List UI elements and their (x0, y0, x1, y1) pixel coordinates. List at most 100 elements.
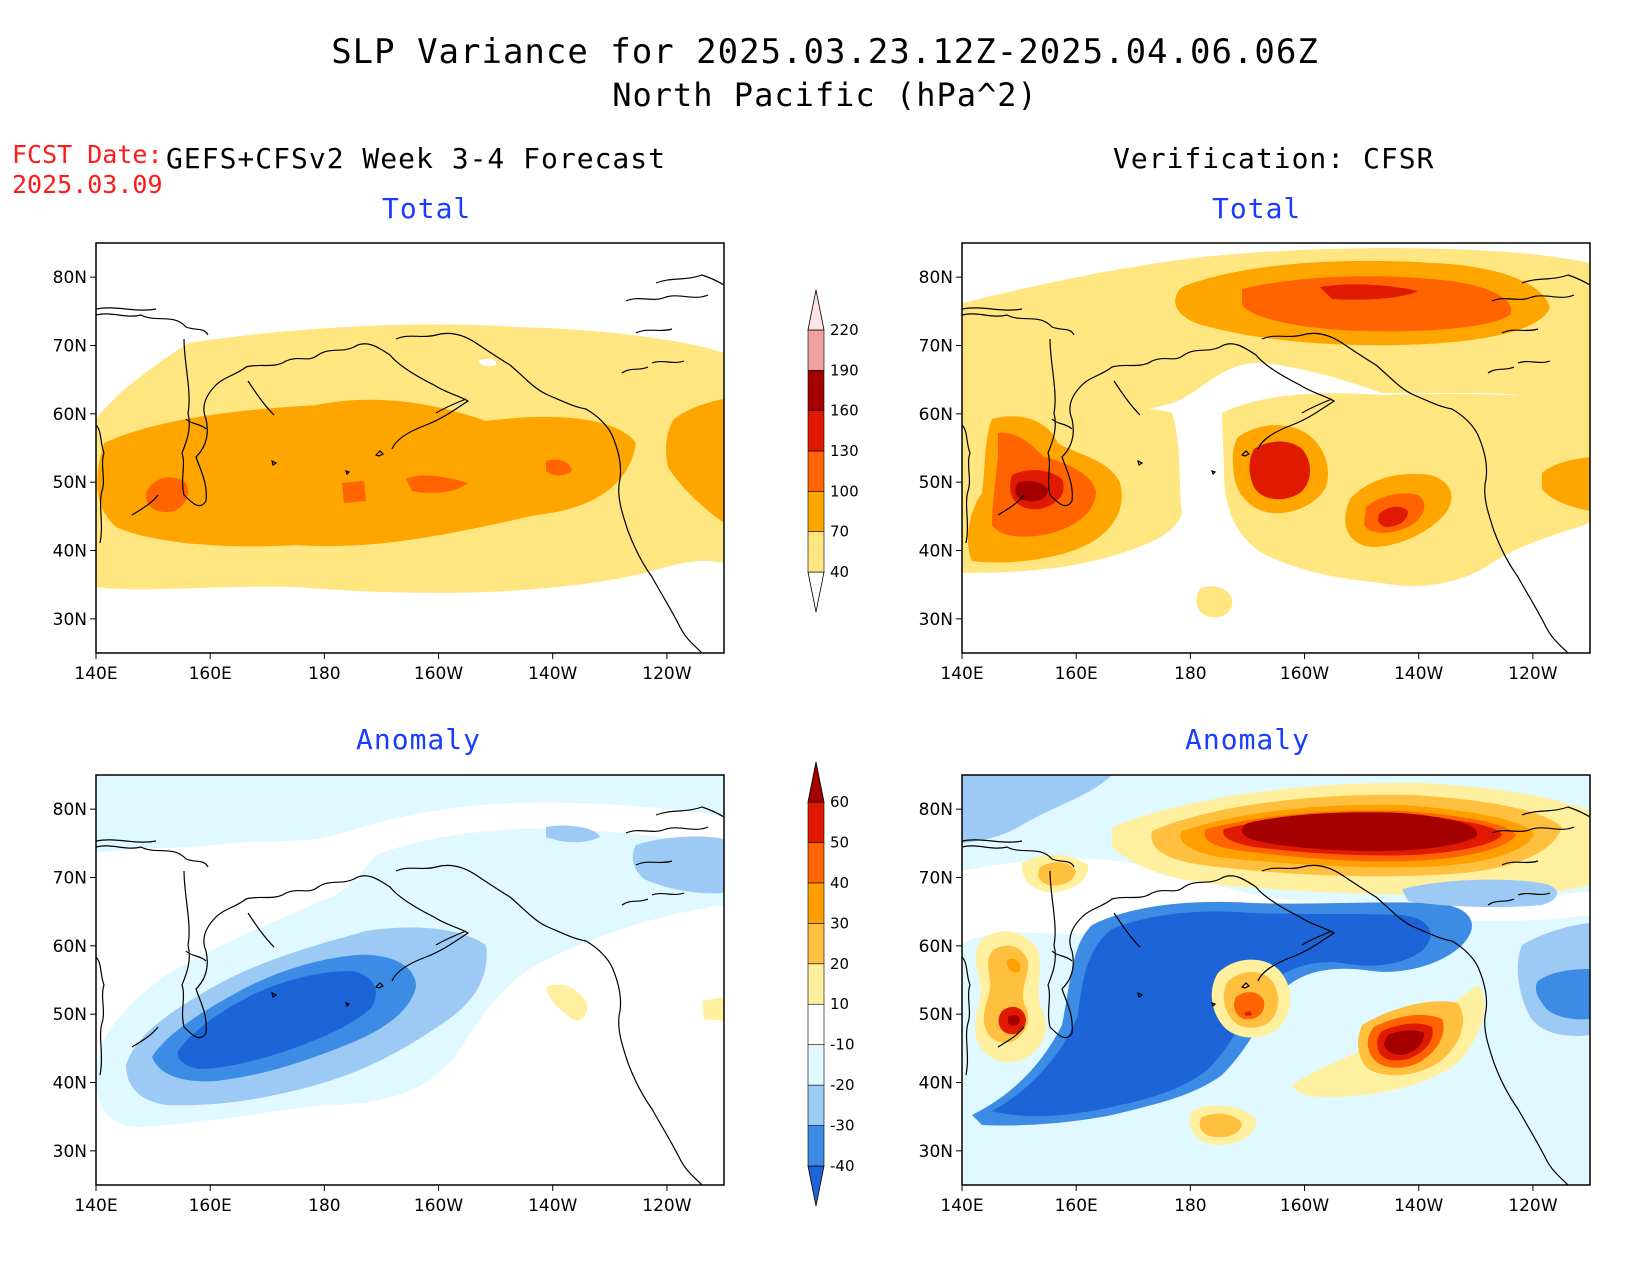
lon-label: 120W (1508, 1196, 1557, 1216)
lon-label: 180 (308, 664, 340, 684)
verif-anom-contours (962, 775, 1590, 1185)
lat-label: 50N (919, 473, 953, 493)
lon-label: 160W (1280, 664, 1329, 684)
lat-label: 80N (53, 800, 87, 820)
lon-label: 140E (74, 664, 117, 684)
lon-label: 140E (940, 664, 983, 684)
colorbar-label: 100 (830, 482, 859, 500)
colorbar-label: 130 (830, 442, 859, 460)
colorbar-label: -20 (830, 1076, 855, 1094)
lat-label: 60N (919, 405, 953, 425)
verification-header: Verification: CFSR (1113, 142, 1435, 175)
colorbar-cap-top (807, 289, 825, 331)
colorbar-label: -30 (830, 1117, 855, 1135)
lat-label: 60N (919, 937, 953, 957)
colorbar-segment (807, 450, 825, 492)
main-title: SLP Variance for 2025.03.23.12Z-2025.04.… (331, 32, 1319, 72)
colorbar-segment (807, 370, 825, 411)
lat-label: 40N (53, 1074, 87, 1094)
colorbar-segment (807, 1084, 825, 1126)
forecast-header: GEFS+CFSv2 Week 3-4 Forecast (166, 142, 667, 175)
colorbar-label: 160 (830, 402, 859, 420)
colorbar-label: 50 (830, 833, 849, 851)
lat-label: 60N (53, 405, 87, 425)
colorbar-segment (807, 842, 825, 884)
lat-label: 70N (53, 337, 87, 357)
lat-label: 70N (53, 869, 87, 889)
lon-label: 140W (528, 1196, 577, 1216)
colorbar-segment (807, 963, 825, 1005)
verif-total-subtitle: Total (1212, 192, 1302, 225)
fcst-anom-subtitle: Anomaly (356, 723, 482, 756)
lon-label: 160E (189, 1196, 232, 1216)
lon-label: 120W (1508, 664, 1557, 684)
colorbar-label: 40 (830, 563, 849, 581)
colorbar-label: 190 (830, 361, 859, 379)
colorbar-cap-bottom (807, 571, 825, 613)
colorbar-label: 220 (830, 321, 859, 339)
fcst-total-contours (96, 243, 724, 653)
lat-label: 60N (53, 937, 87, 957)
fcst-anom-contours (96, 775, 724, 1185)
colorbar-label: 40 (830, 874, 849, 892)
verif-anom-subtitle: Anomaly (1185, 723, 1311, 756)
lon-label: 180 (308, 1196, 340, 1216)
colorbar-segment (807, 1044, 825, 1086)
colorbar-segment (807, 923, 825, 965)
fcst-total-subtitle: Total (382, 192, 472, 225)
lon-label: 160W (1280, 1196, 1329, 1216)
lon-label: 180 (1174, 1196, 1206, 1216)
lat-label: 30N (919, 1142, 953, 1162)
fcst-anom-panel (95, 774, 725, 1186)
lat-label: 80N (919, 800, 953, 820)
total-colorbar: 40 70 100 130 160 190 220 (807, 289, 859, 613)
fcst-total-panel (95, 242, 725, 654)
verif-total-panel (961, 242, 1591, 654)
lon-label: 140E (74, 1196, 117, 1216)
lat-label: 50N (919, 1005, 953, 1025)
colorbar-label: 20 (830, 955, 849, 973)
colorbar-cap-top (807, 761, 825, 803)
lat-label: 30N (919, 610, 953, 630)
colorbar-segment (807, 801, 825, 843)
lon-label: 140E (940, 1196, 983, 1216)
colorbar-label: -10 (830, 1036, 855, 1054)
lon-label: 140W (528, 664, 577, 684)
colorbar-segment (807, 1125, 825, 1167)
lat-label: 40N (919, 542, 953, 562)
axis-labels: 80N 70N 60N 50N 40N 30N 140E 160E 180 160W 140W 120… (53, 268, 1558, 1216)
lat-label: 50N (53, 1005, 87, 1025)
lon-label: 120W (642, 1196, 691, 1216)
lat-label: 70N (919, 337, 953, 357)
colorbar-segment (807, 1003, 825, 1045)
lat-label: 30N (53, 1142, 87, 1162)
lon-label: 160E (1055, 1196, 1098, 1216)
lon-label: 140W (1394, 664, 1443, 684)
colorbar-label: 30 (830, 914, 849, 932)
colorbar-segment (807, 329, 825, 371)
lat-label: 30N (53, 610, 87, 630)
anomaly-colorbar: -40 -30 -20 -10 10 20 30 40 50 60 (807, 761, 855, 1207)
lon-label: 160E (189, 664, 232, 684)
colorbar-segment (807, 882, 825, 924)
lon-label: 120W (642, 664, 691, 684)
colorbar-label: -40 (830, 1157, 855, 1175)
colorbar-segment (807, 491, 825, 532)
lat-label: 70N (919, 869, 953, 889)
verif-anom-panel (961, 774, 1591, 1186)
verif-total-contours (962, 243, 1590, 653)
lat-label: 80N (53, 268, 87, 288)
colorbar-label: 70 (830, 523, 849, 541)
colorbar-label: 60 (830, 793, 849, 811)
colorbar-segment (807, 531, 825, 573)
main-subtitle: North Pacific (hPa^2) (612, 76, 1038, 114)
lon-label: 180 (1174, 664, 1206, 684)
fcst-date-value: 2025.03.09 (12, 170, 163, 199)
colorbar-label: 10 (830, 995, 849, 1013)
colorbar-segment (807, 410, 825, 452)
lon-label: 140W (1394, 1196, 1443, 1216)
fcst-date-label: FCST Date: (12, 140, 163, 169)
colorbar-cap-bottom (807, 1165, 825, 1207)
lon-label: 160W (414, 664, 463, 684)
